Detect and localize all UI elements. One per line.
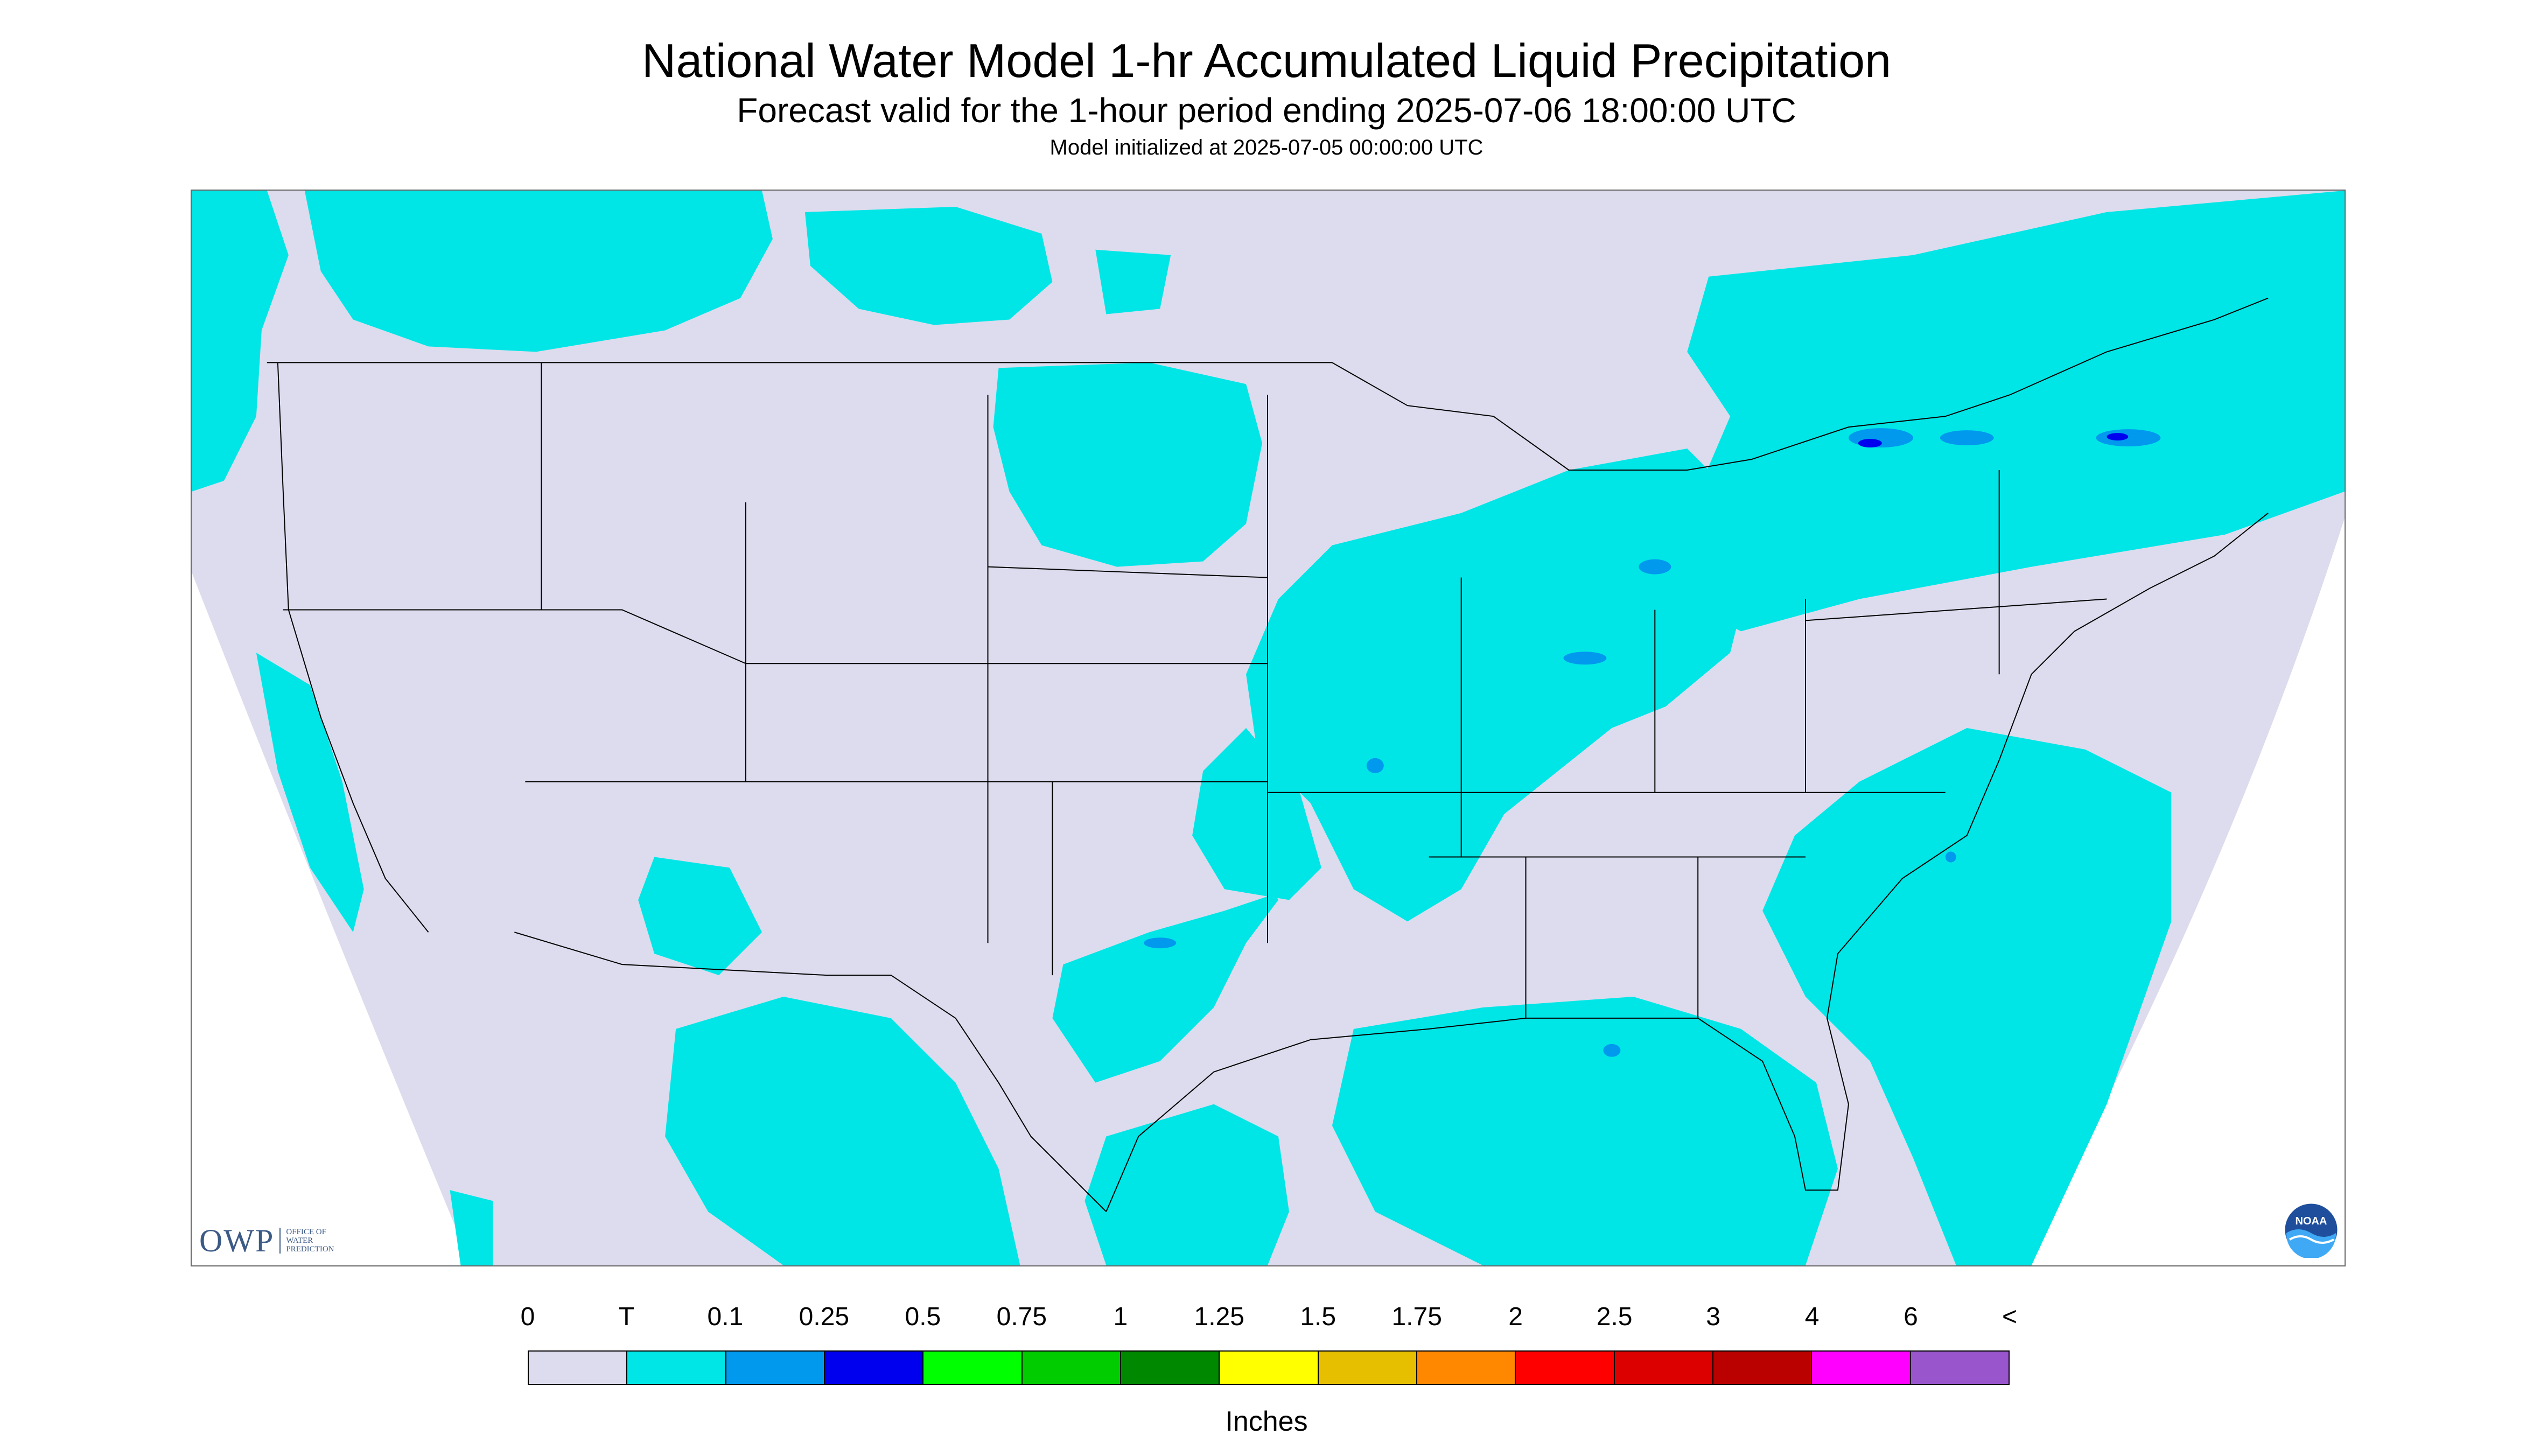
precip-area-south-texas	[1084, 1104, 1289, 1265]
gulf-coast	[1105, 513, 2269, 1212]
legend-swatch	[923, 1352, 1023, 1384]
legend-tick-label: T	[618, 1303, 635, 1331]
moderate-precip-cell	[1858, 439, 1882, 448]
light-precip-cell	[1603, 1044, 1621, 1057]
legend-tick-label: 0.75	[996, 1303, 1047, 1331]
trace-precip-areas	[192, 191, 2345, 1265]
legend-swatch	[529, 1352, 628, 1384]
precipitation-map	[191, 190, 2346, 1266]
legend-swatch	[1220, 1352, 1319, 1384]
legend-swatch	[1911, 1352, 2009, 1384]
legend-swatch	[1812, 1352, 1911, 1384]
noaa-logo-text: NOAA	[2296, 1215, 2327, 1227]
precip-area-mexico	[665, 997, 1020, 1265]
legend-tick-label: 2	[1508, 1303, 1523, 1331]
precip-area-southeast-atlantic	[1762, 728, 2172, 1265]
owp-logo-subtext: OFFICE OF WATER PREDICTION	[279, 1228, 334, 1254]
light-precip-cell	[1144, 937, 1177, 949]
legend-swatch	[1614, 1352, 1713, 1384]
legend-tick-label: 4	[1804, 1303, 1820, 1331]
legend-swatch	[1417, 1352, 1516, 1384]
owp-logo-text: OWP	[199, 1222, 275, 1258]
legend-tick-label: 1.75	[1391, 1303, 1442, 1331]
state-line	[1805, 598, 2107, 621]
model-init-time: Model initialized at 2025-07-05 00:00:00…	[1049, 136, 1484, 159]
moderate-precip-cell	[2107, 433, 2129, 441]
legend-swatch	[824, 1352, 924, 1384]
precip-area-pacific-nw	[192, 191, 289, 492]
legend-swatch	[726, 1352, 825, 1384]
precip-area-baja	[450, 1190, 493, 1265]
precip-area-canada-south	[1095, 249, 1171, 314]
precip-area-great-lakes-midwest	[1246, 449, 1752, 922]
legend-tick-label: 3	[1706, 1303, 1720, 1331]
precip-area-canada-central	[804, 206, 1053, 325]
legend-tick-label: 2.5	[1596, 1303, 1633, 1331]
us-mexico-border	[514, 932, 1107, 1212]
owp-logo: OWP OFFICE OF WATER PREDICTION	[199, 1223, 334, 1258]
light-precip-cell	[1366, 758, 1384, 773]
us-canada-border	[267, 297, 2269, 471]
state-line	[988, 566, 1268, 578]
precip-area-california-coast	[256, 653, 364, 933]
owp-logo-line: WATER	[286, 1236, 313, 1245]
light-precip-cell	[1945, 851, 1956, 863]
precip-area-oklahoma-texas	[1052, 814, 1300, 1083]
legend-tick-label: 6	[1904, 1303, 1918, 1331]
precip-area-gulf	[1332, 997, 1838, 1265]
legend-swatch	[1516, 1352, 1615, 1384]
map-canvas	[192, 191, 2345, 1265]
noaa-logo: NOAA	[2283, 1202, 2339, 1258]
legend-swatch	[1121, 1352, 1220, 1384]
light-precip-cell	[1940, 430, 1994, 446]
legend-tick-label: <	[2002, 1303, 2018, 1331]
light-precip-cell	[1639, 559, 1671, 575]
moderate-precip-cells	[1858, 433, 2129, 448]
legend-tick-label: 1.5	[1300, 1303, 1337, 1331]
legend-color-bar	[528, 1350, 2010, 1385]
precip-area-dakotas	[993, 362, 1263, 567]
legend-swatch	[1318, 1352, 1417, 1384]
legend-tick-label: 0.25	[799, 1303, 850, 1331]
west-coast	[277, 362, 429, 933]
state-boundaries	[267, 297, 2269, 1212]
legend-tick-label: 1	[1113, 1303, 1128, 1331]
owp-logo-line: PREDICTION	[286, 1245, 334, 1254]
owp-logo-line: OFFICE OF	[286, 1228, 326, 1236]
map-subtitle: Forecast valid for the 1-hour period end…	[737, 91, 1796, 130]
legend-swatch	[1713, 1352, 1813, 1384]
precip-area-arizona	[638, 857, 762, 976]
legend-tick-label: 1.25	[1194, 1303, 1244, 1331]
map-title: National Water Model 1-hr Accumulated Li…	[641, 34, 1892, 87]
state-line	[283, 609, 746, 664]
light-precip-cell	[1563, 652, 1607, 665]
legend-tick-label: 0.5	[905, 1303, 941, 1331]
light-precip-cell	[2096, 429, 2161, 447]
legend-swatch	[1022, 1352, 1121, 1384]
legend-units: Inches	[1225, 1406, 1308, 1437]
legend-labels: 0 T 0.1 0.25 0.5 0.75 1 1.25 1.5 1.75 2 2.5 3 4 6 <	[0, 1302, 2533, 1334]
precip-area-canada-west	[304, 191, 773, 352]
legend-tick-label: 0.1	[707, 1303, 744, 1331]
precip-area-eastern-canada	[1676, 191, 2345, 632]
legend-swatch	[627, 1352, 726, 1384]
legend-tick-label: 0	[520, 1303, 535, 1331]
